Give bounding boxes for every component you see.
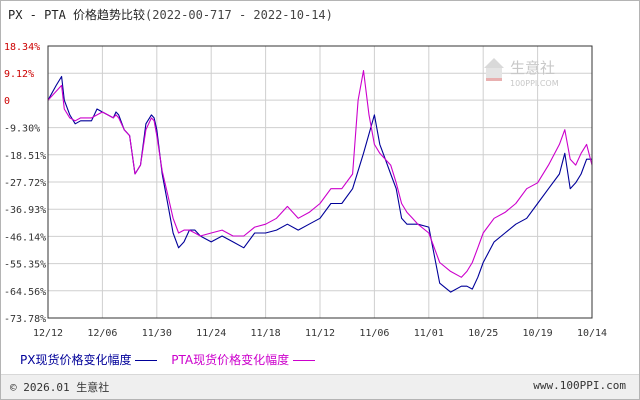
y-tick-label: -36.93% bbox=[4, 205, 46, 216]
title-text: PX - PTA 价格趋势比较 bbox=[8, 8, 146, 22]
y-tick-label: -46.14% bbox=[4, 232, 46, 243]
copyright: © 2026.01 生意社 bbox=[10, 381, 110, 394]
watermark-url: 100PPI.COM bbox=[510, 79, 559, 88]
watermark-name: 生意社 bbox=[510, 59, 555, 77]
y-tick-label: -27.72% bbox=[4, 178, 46, 189]
legend-label-px: PX现货价格变化幅度 bbox=[20, 353, 132, 367]
series-line-px bbox=[47, 75, 592, 293]
y-tick-label: -73.78% bbox=[4, 314, 46, 325]
x-tick-label: 12/06 bbox=[87, 328, 117, 339]
x-tick-label: 11/24 bbox=[196, 328, 226, 339]
site-link[interactable]: www.100PPI.com bbox=[533, 379, 626, 392]
legend-item-pta: PTA现货价格变化幅度 bbox=[171, 351, 316, 368]
x-tick-label: 11/06 bbox=[359, 328, 389, 339]
y-tick-label: -55.35% bbox=[4, 260, 46, 271]
legend-swatch-pta bbox=[293, 360, 316, 361]
series-lines bbox=[47, 70, 593, 293]
x-tick-label: 11/01 bbox=[414, 328, 444, 339]
legend-swatch-px bbox=[135, 360, 158, 361]
y-tick-label: -64.56% bbox=[4, 287, 46, 298]
x-tick-label: 10/14 bbox=[577, 328, 607, 339]
chart-title: PX - PTA 价格趋势比较(2022-00-717 - 2022-10-14… bbox=[8, 6, 333, 23]
watermark: 生意社 100PPI.COM bbox=[484, 58, 559, 88]
x-tick-label: 12/12 bbox=[33, 328, 63, 339]
y-ticks: 18.34% 9.12% 0 -9.30% -18.51% -27.72% -36.93% -… bbox=[4, 42, 46, 325]
legend-item-px: PX现货价格变化幅度 bbox=[20, 351, 158, 368]
legend-label-pta: PTA现货价格变化幅度 bbox=[171, 353, 290, 367]
y-tick-label: -18.51% bbox=[4, 151, 46, 162]
x-tick-label: 11/30 bbox=[142, 328, 172, 339]
x-tick-label: 11/12 bbox=[305, 328, 335, 339]
x-tick-label: 10/19 bbox=[523, 328, 553, 339]
plot-area bbox=[47, 45, 593, 319]
footer-bar bbox=[1, 374, 639, 399]
watermark-logo-icon bbox=[484, 58, 504, 81]
legend: PX现货价格变化幅度 PTA现货价格变化幅度 bbox=[20, 351, 325, 368]
y-tick-label: -9.30% bbox=[4, 124, 40, 135]
series-line-pta bbox=[47, 70, 593, 278]
x-ticks: 12/12 12/06 11/30 11/24 11/18 11/12 11/06 11/01… bbox=[33, 328, 607, 339]
y-tick-label: 0 bbox=[4, 96, 10, 107]
x-tick-label: 11/18 bbox=[251, 328, 281, 339]
y-tick-label: 18.34% bbox=[4, 42, 40, 53]
date-range: (2022-00-717 - 2022-10-14) bbox=[145, 8, 333, 22]
y-tick-label: 9.12% bbox=[4, 69, 34, 80]
x-tick-label: 10/25 bbox=[468, 328, 498, 339]
